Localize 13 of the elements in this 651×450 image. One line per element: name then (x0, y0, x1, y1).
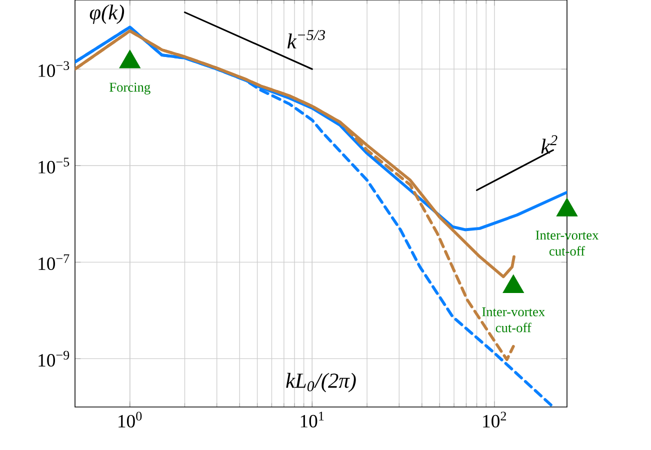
series-label: k$^{−5/3}$ (288, 30, 325, 48)
x-axis-title: kL$_{0}$/(2π) (286, 372, 356, 392)
y-tick-label: 10$^{−5}$ (38, 158, 70, 174)
y-tick-label: 10$^{−7}$ (38, 254, 70, 270)
x-tick-label: 10$^{1}$ (300, 412, 324, 428)
series-label: k$^{2}$ (541, 135, 558, 154)
y-axis-title: φ(k) (90, 4, 124, 24)
x-tick-label: 10$^{0}$ (118, 412, 142, 428)
annotation: Inter-vortex cut-off (482, 307, 545, 332)
annotation: Forcing (110, 82, 150, 94)
y-tick-label: 10$^{−9}$ (38, 350, 70, 367)
x-tick-label: 10$^{2}$ (483, 412, 506, 428)
y-tick-label: 10$^{−3}$ (38, 61, 70, 77)
